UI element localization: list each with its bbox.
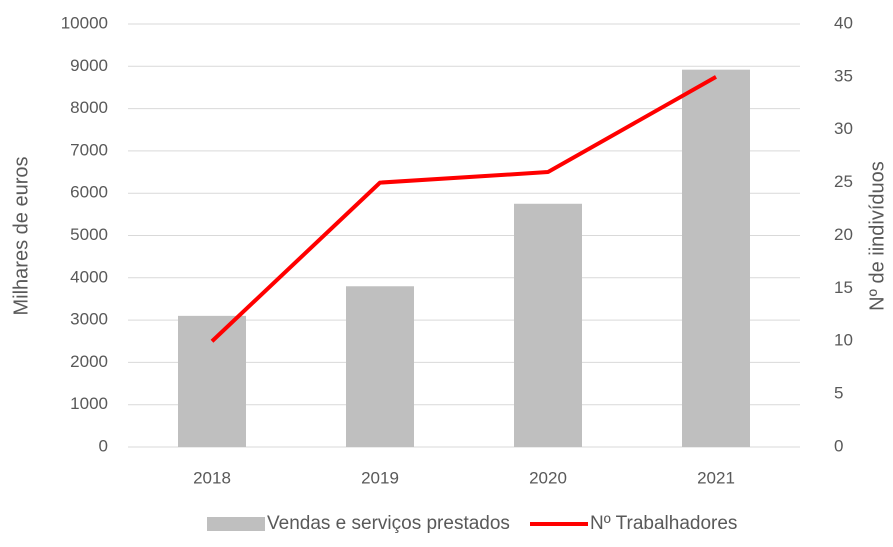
legend-label: Nº Trabalhadores (590, 513, 737, 534)
bar (514, 203, 582, 447)
y-tick-label: 6000 (70, 183, 108, 202)
y2-axis-label: Nº de iindivíduos (866, 161, 888, 311)
y2-tick-label: 0 (834, 436, 843, 455)
bar (178, 315, 246, 447)
x-tick-label: 2019 (361, 468, 399, 487)
y2-tick-label: 20 (834, 225, 853, 244)
y-tick-label: 0 (99, 436, 108, 455)
y2-tick-label: 40 (834, 13, 853, 32)
y2-tick-label: 5 (834, 384, 843, 403)
bar (682, 69, 750, 448)
y-tick-label: 3000 (70, 310, 108, 329)
y-tick-label: 2000 (70, 352, 108, 371)
legend-swatch (207, 517, 265, 531)
y-tick-label: 1000 (70, 394, 108, 413)
x-tick-label: 2018 (193, 468, 231, 487)
y2-tick-label: 15 (834, 278, 853, 297)
y2-tick-label: 10 (834, 331, 853, 350)
line-series (210, 75, 717, 343)
y2-tick-label: 35 (834, 66, 853, 85)
x-tick-label: 2020 (529, 468, 567, 487)
y-tick-label: 5000 (70, 225, 108, 244)
y-tick-label: 8000 (70, 98, 108, 117)
y2-tick-label: 30 (834, 119, 853, 138)
legend-label: Vendas e serviços prestados (267, 513, 510, 534)
y-tick-label: 4000 (70, 267, 108, 286)
x-tick-label: 2021 (697, 468, 735, 487)
y2-tick-label: 25 (834, 172, 853, 191)
bar (346, 286, 414, 447)
y-tick-label: 10000 (61, 13, 108, 32)
y-axis-label: Milhares de euros (10, 157, 32, 316)
y-tick-label: 9000 (70, 56, 108, 75)
y-tick-label: 7000 (70, 140, 108, 159)
